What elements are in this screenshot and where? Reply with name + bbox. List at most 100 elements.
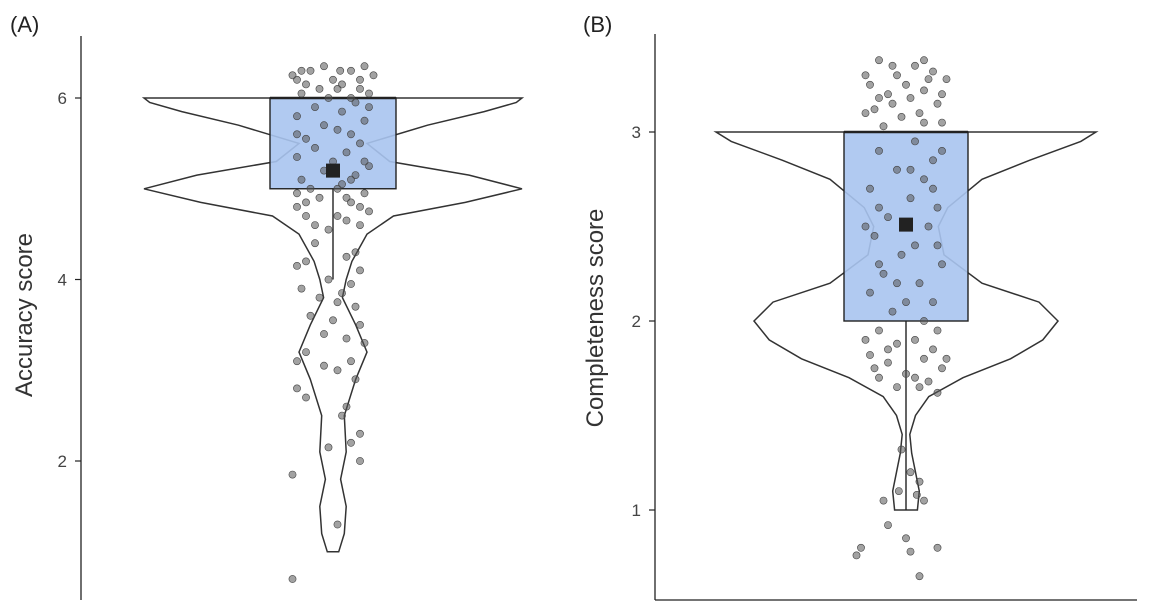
data-point-accuracy <box>306 184 315 193</box>
data-point-completeness <box>933 388 942 397</box>
data-point-accuracy <box>302 348 310 356</box>
data-point-completeness <box>884 90 892 99</box>
box-accuracy <box>269 96 397 280</box>
data-point-accuracy <box>342 216 351 225</box>
data-point-completeness <box>888 99 897 108</box>
data-point-accuracy <box>293 202 301 211</box>
mean-marker-completeness <box>899 217 913 232</box>
data-point-accuracy <box>329 316 337 325</box>
violin-completeness <box>713 131 1099 511</box>
points-completeness <box>852 56 951 581</box>
data-point-completeness <box>933 99 942 108</box>
data-point-completeness <box>911 373 919 382</box>
data-point-completeness <box>875 94 883 102</box>
data-point-accuracy <box>347 66 355 75</box>
data-point-completeness <box>938 90 946 99</box>
data-point-accuracy <box>351 375 360 384</box>
data-point-completeness <box>875 146 883 155</box>
panel-label-b: (B) <box>583 12 612 37</box>
data-point-completeness <box>924 377 933 386</box>
data-point-accuracy <box>324 275 333 284</box>
data-point-completeness <box>906 94 915 102</box>
data-point-completeness <box>929 184 937 193</box>
data-point-accuracy <box>342 193 351 202</box>
data-point-completeness <box>906 547 915 556</box>
data-point-completeness <box>942 354 951 363</box>
data-point-completeness <box>902 534 910 543</box>
data-point-accuracy <box>356 266 364 275</box>
y-ticks-completeness: 1 2 3 <box>632 123 655 520</box>
y-tick-label-completeness: 3 <box>632 123 641 142</box>
data-point-completeness <box>929 298 937 306</box>
data-point-completeness <box>906 194 915 203</box>
data-point-accuracy <box>297 175 306 184</box>
panel-accuracy: (A) Accuracy score 2 4 6 <box>10 12 525 600</box>
data-point-completeness <box>902 298 910 306</box>
data-point-accuracy <box>351 98 360 107</box>
data-point-completeness <box>857 543 865 552</box>
data-point-completeness <box>893 383 901 391</box>
data-point-accuracy <box>333 520 342 529</box>
data-point-completeness <box>929 67 937 76</box>
data-point-accuracy <box>293 384 301 393</box>
data-point-completeness <box>933 543 942 552</box>
data-point-accuracy <box>360 116 369 125</box>
data-point-accuracy <box>293 153 301 161</box>
data-point-accuracy <box>293 357 301 366</box>
data-point-accuracy <box>347 130 355 139</box>
data-point-completeness <box>866 184 874 193</box>
data-point-accuracy <box>315 293 324 302</box>
data-point-completeness <box>897 113 906 121</box>
data-point-completeness <box>879 122 888 131</box>
data-point-accuracy <box>356 429 364 438</box>
data-point-accuracy <box>347 438 355 447</box>
data-point-accuracy <box>338 289 346 297</box>
y-tick-label-accuracy: 6 <box>58 89 67 108</box>
data-point-completeness <box>938 118 946 127</box>
data-point-accuracy <box>302 393 310 402</box>
data-point-completeness <box>861 71 870 80</box>
data-point-accuracy <box>315 85 324 93</box>
y-axis-title-accuracy: Accuracy score <box>11 233 38 397</box>
data-point-accuracy <box>311 143 319 152</box>
y-tick-label-completeness: 2 <box>632 312 641 331</box>
data-point-accuracy <box>311 221 319 229</box>
data-point-completeness <box>852 551 861 560</box>
data-point-accuracy <box>342 402 351 411</box>
data-point-completeness <box>861 222 870 231</box>
data-point-completeness <box>893 165 901 174</box>
data-point-completeness <box>870 105 879 114</box>
data-point-completeness <box>861 109 870 117</box>
panel-label-a: (A) <box>10 12 39 37</box>
data-point-accuracy <box>293 189 301 198</box>
data-point-completeness <box>875 260 883 269</box>
data-point-accuracy <box>356 221 364 229</box>
data-point-completeness <box>893 279 901 288</box>
data-point-completeness <box>938 146 946 155</box>
violin-outline-accuracy <box>141 97 525 553</box>
data-point-completeness <box>888 61 897 70</box>
data-point-completeness <box>894 487 903 495</box>
data-point-accuracy <box>333 85 342 93</box>
data-point-accuracy <box>360 62 369 71</box>
data-point-accuracy <box>297 284 306 293</box>
data-point-accuracy <box>306 66 315 75</box>
data-point-accuracy <box>351 302 360 311</box>
violin-outline-completeness <box>713 131 1099 511</box>
data-point-completeness <box>915 572 924 581</box>
data-point-completeness <box>938 364 946 373</box>
data-point-accuracy <box>333 212 342 220</box>
data-point-accuracy <box>333 298 342 307</box>
data-point-accuracy <box>288 470 297 479</box>
data-point-accuracy <box>297 89 306 98</box>
data-point-completeness <box>861 335 870 344</box>
data-point-completeness <box>912 490 921 499</box>
data-point-accuracy <box>324 94 333 102</box>
points-accuracy <box>288 62 378 583</box>
data-point-completeness <box>879 496 888 505</box>
data-point-completeness <box>915 279 924 288</box>
mean-accuracy <box>326 163 340 178</box>
data-point-completeness <box>911 241 919 250</box>
data-point-completeness <box>870 364 879 373</box>
